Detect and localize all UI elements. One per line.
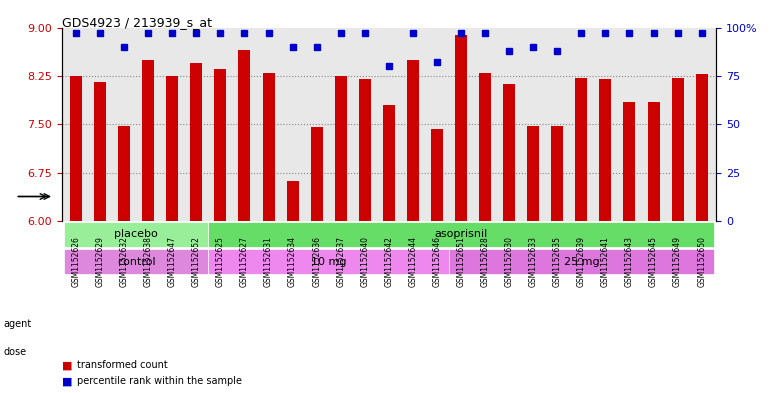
FancyBboxPatch shape	[209, 222, 714, 247]
Text: GSM1152652: GSM1152652	[192, 236, 201, 286]
Text: ■: ■	[62, 376, 72, 386]
Bar	[190, 63, 203, 221]
Bar	[118, 126, 130, 221]
Text: GSM1152638: GSM1152638	[144, 236, 152, 286]
Text: GSM1152629: GSM1152629	[95, 236, 105, 286]
Text: GSM1152642: GSM1152642	[384, 236, 393, 286]
Text: GSM1152627: GSM1152627	[240, 236, 249, 286]
Text: GSM1152626: GSM1152626	[72, 236, 81, 286]
Bar	[142, 60, 154, 221]
Bar	[70, 76, 82, 221]
Bar	[359, 79, 371, 221]
Text: GSM1152644: GSM1152644	[408, 236, 417, 287]
Text: GSM1152635: GSM1152635	[553, 236, 562, 287]
Text: GSM1152630: GSM1152630	[504, 236, 514, 287]
Bar	[94, 82, 106, 221]
Bar	[335, 76, 346, 221]
Bar	[431, 129, 443, 221]
Bar	[527, 125, 539, 221]
Bar	[648, 102, 660, 221]
Text: placebo: placebo	[114, 230, 158, 239]
Text: GSM1152646: GSM1152646	[433, 236, 441, 287]
Bar	[166, 76, 179, 221]
Bar	[479, 73, 491, 221]
Bar	[695, 74, 708, 221]
Text: 25 mg: 25 mg	[564, 257, 599, 266]
Text: GSM1152639: GSM1152639	[577, 236, 586, 287]
Text: percentile rank within the sample: percentile rank within the sample	[77, 376, 242, 386]
Text: GSM1152643: GSM1152643	[625, 236, 634, 287]
Bar	[551, 126, 564, 221]
Bar	[575, 78, 588, 221]
Text: asoprisnil: asoprisnil	[434, 230, 487, 239]
Text: GSM1152628: GSM1152628	[480, 236, 490, 286]
Bar	[310, 127, 323, 221]
FancyBboxPatch shape	[449, 250, 714, 274]
Text: GSM1152631: GSM1152631	[264, 236, 273, 286]
FancyBboxPatch shape	[64, 222, 209, 247]
Bar	[286, 181, 299, 221]
Bar	[624, 102, 635, 221]
Text: GSM1152625: GSM1152625	[216, 236, 225, 286]
Bar	[407, 60, 419, 221]
Text: GSM1152647: GSM1152647	[168, 236, 177, 287]
Bar	[503, 84, 515, 221]
Text: GSM1152650: GSM1152650	[697, 236, 706, 287]
Bar	[214, 70, 226, 221]
Text: GSM1152651: GSM1152651	[457, 236, 466, 286]
Text: transformed count: transformed count	[77, 360, 168, 371]
Text: GSM1152649: GSM1152649	[673, 236, 682, 287]
Text: 10 mg: 10 mg	[311, 257, 346, 266]
FancyBboxPatch shape	[209, 250, 449, 274]
Bar	[383, 105, 395, 221]
Text: GSM1152632: GSM1152632	[119, 236, 129, 286]
Bar	[455, 35, 467, 221]
Text: GSM1152633: GSM1152633	[529, 236, 537, 287]
Text: control: control	[117, 257, 156, 266]
Bar	[263, 73, 275, 221]
Text: GSM1152645: GSM1152645	[649, 236, 658, 287]
Text: agent: agent	[4, 319, 32, 329]
Text: GSM1152634: GSM1152634	[288, 236, 297, 287]
Bar	[671, 78, 684, 221]
Text: GSM1152636: GSM1152636	[312, 236, 321, 287]
FancyBboxPatch shape	[64, 250, 209, 274]
Text: GSM1152641: GSM1152641	[601, 236, 610, 286]
Text: ■: ■	[62, 360, 72, 371]
Bar	[599, 79, 611, 221]
Text: GSM1152637: GSM1152637	[336, 236, 345, 287]
Text: GDS4923 / 213939_s_at: GDS4923 / 213939_s_at	[62, 16, 212, 29]
Text: dose: dose	[4, 347, 27, 357]
Bar	[239, 50, 250, 221]
Text: GSM1152640: GSM1152640	[360, 236, 370, 287]
